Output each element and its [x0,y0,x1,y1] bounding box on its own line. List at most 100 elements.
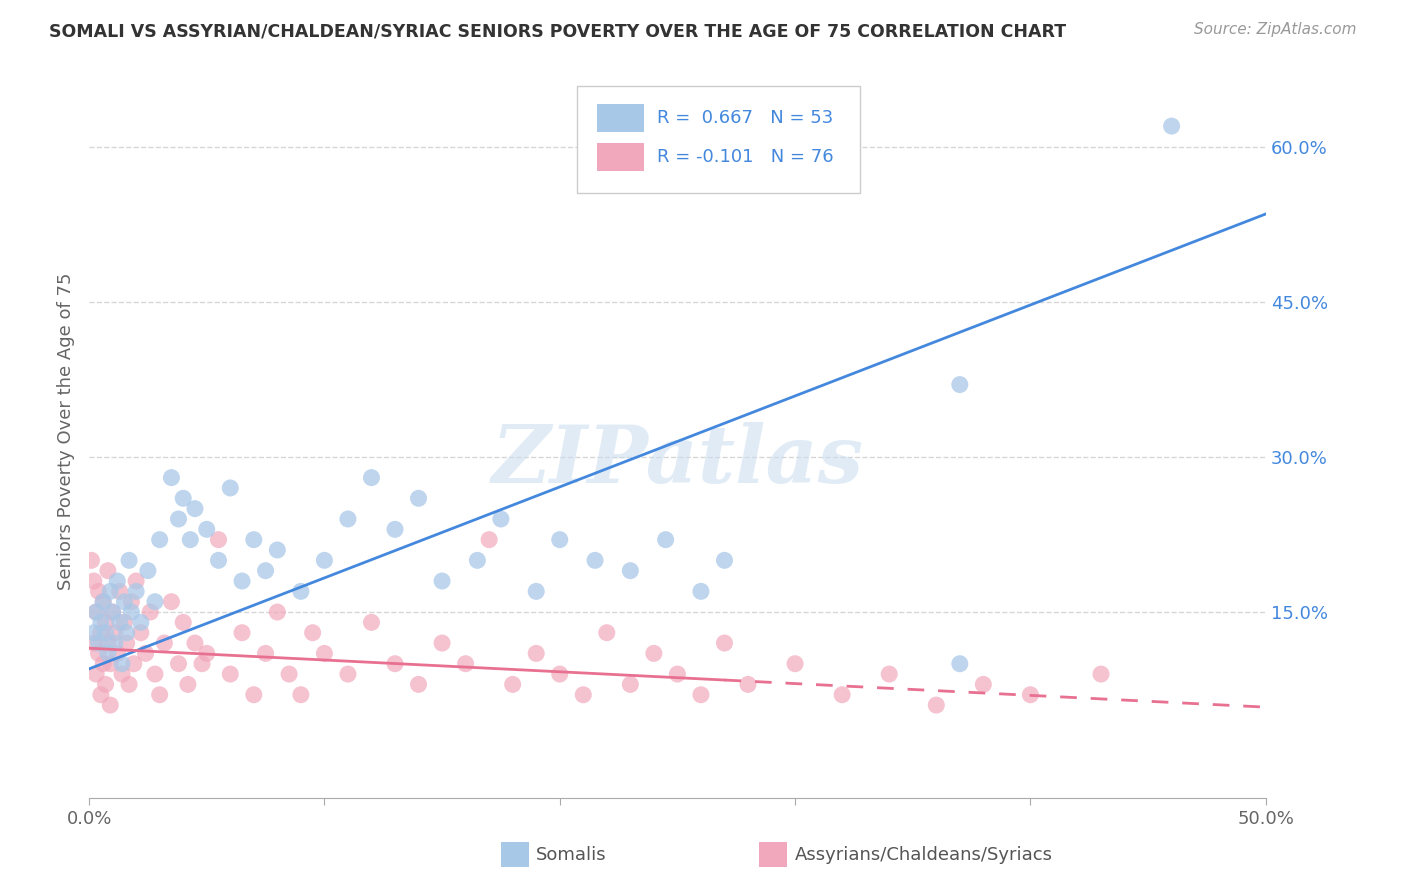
Point [184,501,207,516]
Point [1019,688,1042,702]
Point [254,646,277,660]
Point [783,657,806,671]
Point [122,657,145,671]
Point [98,657,121,671]
Point [98,698,121,712]
Point [111,667,134,681]
Point [160,595,183,609]
Point [713,636,735,650]
Point [91,657,114,671]
Point [83,574,105,588]
Point [90,615,112,630]
Point [737,677,759,691]
Point [207,553,229,567]
Point [112,615,135,630]
Point [690,584,713,599]
Text: R = -0.101   N = 76: R = -0.101 N = 76 [658,148,834,166]
Point [524,584,547,599]
Point [314,553,336,567]
Point [290,584,312,599]
Point [925,698,948,712]
Point [91,595,114,609]
Point [87,636,110,650]
Point [97,636,120,650]
Point [125,584,148,599]
Point [572,688,595,702]
Text: ZIPatlas: ZIPatlas [491,422,863,500]
Point [502,677,524,691]
Point [654,533,676,547]
Point [98,584,121,599]
FancyBboxPatch shape [598,144,644,171]
Point [120,605,142,619]
Point [690,688,713,702]
Point [336,512,359,526]
Point [143,667,166,681]
Point [266,605,288,619]
Point [139,605,162,619]
Point [231,625,253,640]
Point [336,667,359,681]
Text: Assyrians/Chaldeans/Syriacs: Assyrians/Chaldeans/Syriacs [794,846,1052,863]
Point [489,512,512,526]
Point [207,533,229,547]
Point [105,646,128,660]
FancyBboxPatch shape [598,103,644,132]
Point [97,564,120,578]
Point [430,636,453,650]
Point [243,533,266,547]
Point [360,615,382,630]
Point [90,688,112,702]
Point [167,657,190,671]
Point [135,646,157,660]
FancyBboxPatch shape [578,87,860,193]
Point [84,667,107,681]
Point [172,615,194,630]
Point [97,646,120,660]
Point [583,553,606,567]
Point [160,470,183,484]
Point [219,481,242,495]
Point [143,595,166,609]
Point [111,657,134,671]
Point [290,688,312,702]
Point [129,625,152,640]
Point [149,533,172,547]
Point [177,677,200,691]
Point [548,667,571,681]
Point [101,605,124,619]
Point [179,533,201,547]
Point [619,564,641,578]
Text: Somalis: Somalis [536,846,606,863]
Point [243,688,266,702]
Point [1160,119,1182,133]
Y-axis label: Seniors Poverty Over the Age of 75: Seniors Poverty Over the Age of 75 [58,272,75,590]
Point [94,625,117,640]
Point [125,574,148,588]
Point [191,657,214,671]
Point [548,533,571,547]
Point [524,646,547,660]
Point [108,615,131,630]
Point [94,615,117,630]
Point [219,667,242,681]
Point [713,553,735,567]
Point [94,677,117,691]
Point [153,636,176,650]
Point [167,512,190,526]
Point [643,646,665,660]
Point [949,377,972,392]
Point [80,553,103,567]
Point [101,605,124,619]
Point [454,657,477,671]
Point [105,574,128,588]
Point [108,584,131,599]
Point [831,688,853,702]
Text: SOMALI VS ASSYRIAN/CHALDEAN/SYRIAC SENIORS POVERTY OVER THE AGE OF 75 CORRELATIO: SOMALI VS ASSYRIAN/CHALDEAN/SYRIAC SENIO… [49,22,1066,40]
Point [104,636,127,650]
Point [112,595,135,609]
Point [301,625,323,640]
Point [596,625,619,640]
Point [104,625,127,640]
Point [115,636,138,650]
